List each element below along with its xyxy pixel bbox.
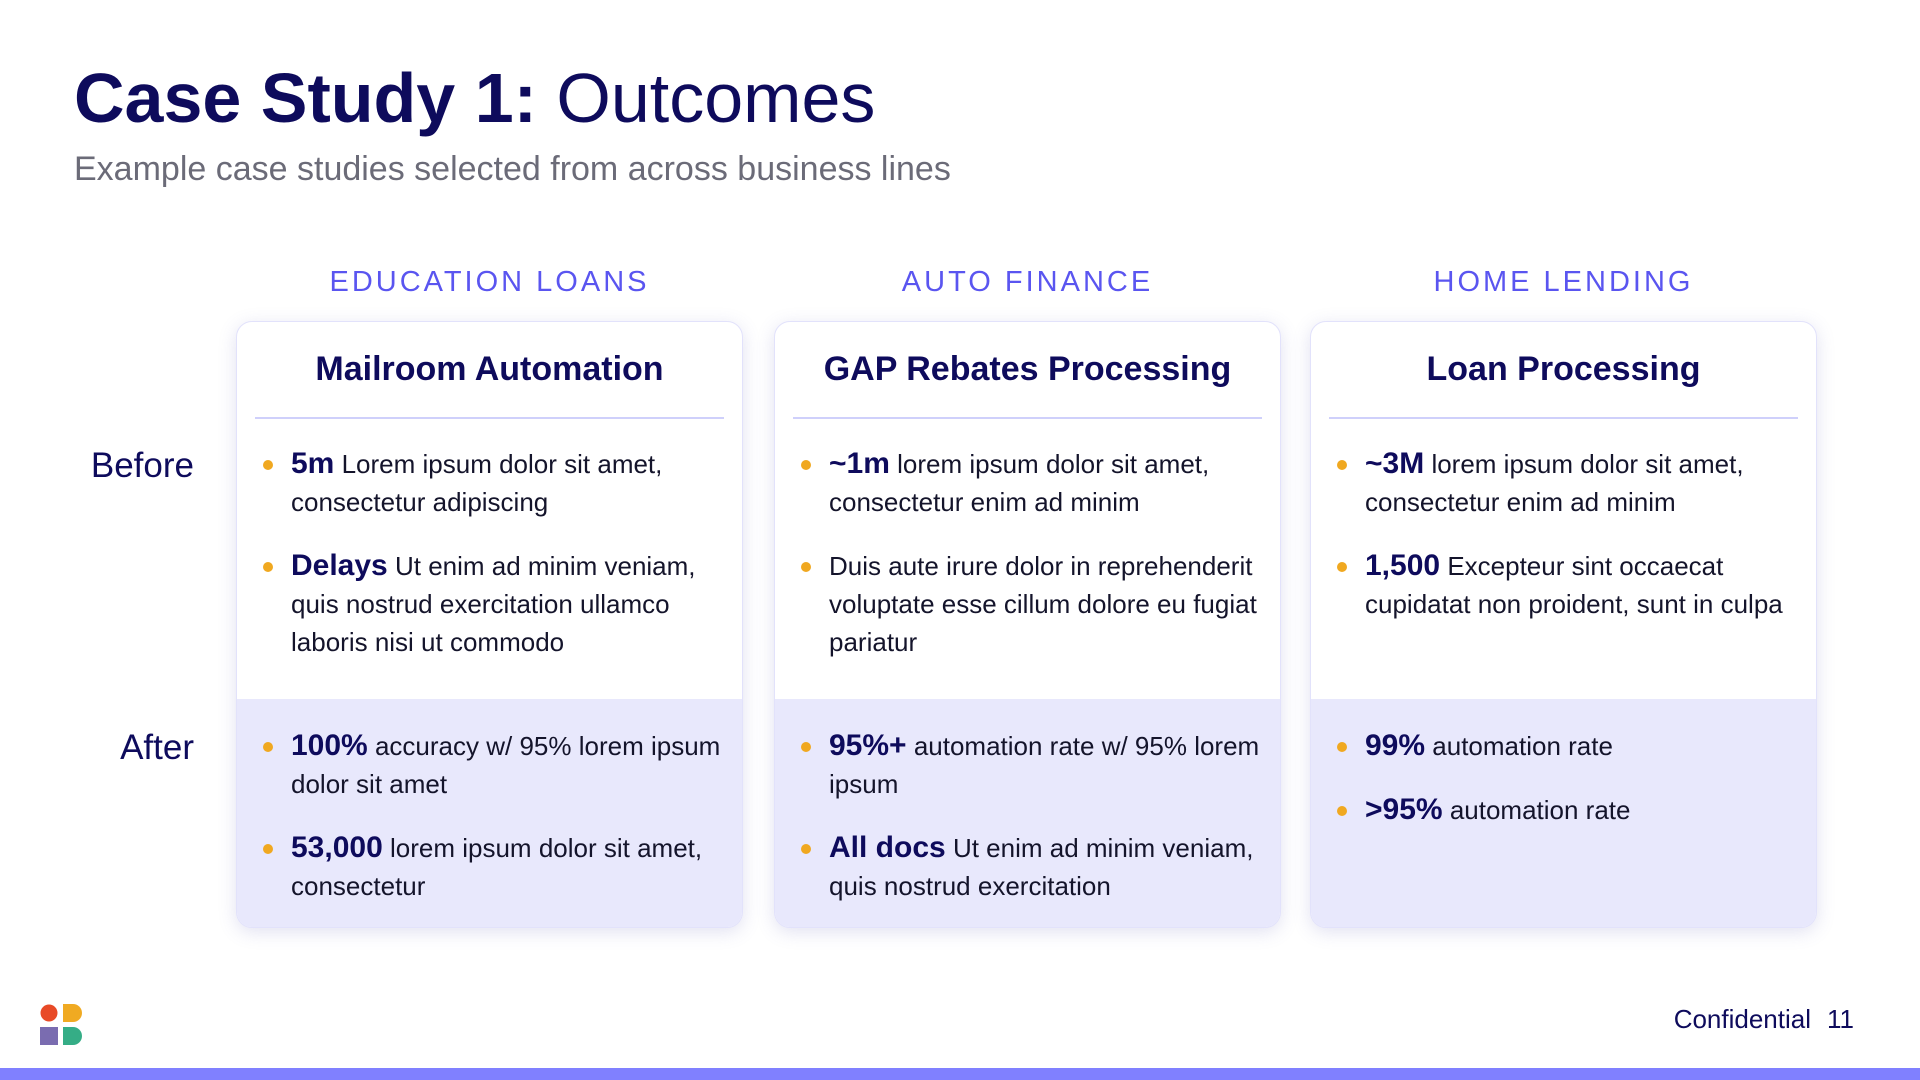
- bullet-icon: [263, 562, 273, 572]
- bullet-item: 100% accuracy w/ 95% lorem ipsum dolor s…: [263, 727, 722, 803]
- bullet-text: automation rate: [1432, 731, 1613, 761]
- card-title: GAP Rebates Processing: [793, 322, 1262, 419]
- metric: All docs: [829, 831, 946, 864]
- before-section: ~3M lorem ipsum dolor sit amet, consecte…: [1311, 419, 1816, 699]
- bullet-icon: [1337, 460, 1347, 470]
- bullet-icon: [801, 742, 811, 752]
- category-header: AUTO FINANCE: [901, 266, 1154, 298]
- bullet-icon: [801, 460, 811, 470]
- metric: ~1m: [829, 447, 890, 480]
- after-section: 95%+ automation rate w/ 95% lorem ipsum A…: [775, 699, 1280, 927]
- bullet-item: 1,500 Excepteur sint occaecat cupidatat …: [1337, 547, 1796, 623]
- metric: ~3M: [1365, 447, 1425, 480]
- case-card: GAP Rebates Processing ~1m lorem ipsum do…: [774, 321, 1281, 928]
- before-section: ~1m lorem ipsum dolor sit amet, consecte…: [775, 419, 1280, 699]
- bullet-text: lorem ipsum dolor sit amet, consectetur …: [1365, 449, 1744, 517]
- bullet-icon: [801, 562, 811, 572]
- before-section: 5m Lorem ipsum dolor sit amet, consectet…: [237, 419, 742, 699]
- bullet-item: 99% automation rate: [1337, 727, 1796, 765]
- bullet-icon: [1337, 806, 1347, 816]
- bullet-text: Lorem ipsum dolor sit amet, consectetur …: [291, 449, 663, 517]
- bullet-item: 5m Lorem ipsum dolor sit amet, consectet…: [263, 445, 722, 521]
- footer: Confidential 11: [1658, 1004, 1854, 1035]
- bullet-text: lorem ipsum dolor sit amet, consectetur: [291, 833, 703, 901]
- bullet-item: All docs Ut enim ad minim veniam, quis n…: [801, 829, 1260, 905]
- company-logo: [40, 1004, 82, 1045]
- confidential-label: Confidential: [1673, 1004, 1811, 1034]
- metric: 5m: [291, 447, 335, 480]
- bullet-item: >95% automation rate: [1337, 791, 1796, 829]
- bullet-icon: [263, 460, 273, 470]
- case-card: Mailroom Automation 5m Lorem ipsum dolor …: [236, 321, 743, 928]
- page-subtitle: Example case studies selected from acros…: [74, 150, 951, 188]
- after-section: 100% accuracy w/ 95% lorem ipsum dolor s…: [237, 699, 742, 927]
- category-header: EDUCATION LOANS: [329, 266, 650, 298]
- bullet-text: Excepteur sint occaecat cupidatat non pr…: [1365, 551, 1783, 619]
- metric: 100%: [291, 729, 368, 762]
- row-label-before: Before: [90, 446, 194, 485]
- metric: 95%+: [829, 729, 907, 762]
- bullet-text: Ut enim ad minim veniam, quis nostrud ex…: [829, 833, 1254, 901]
- bullet-text: Duis aute irure dolor in reprehenderit v…: [829, 551, 1257, 657]
- bottom-accent-bar: [0, 1068, 1920, 1080]
- metric: 99%: [1365, 729, 1426, 762]
- card-title: Mailroom Automation: [255, 322, 724, 419]
- page-title: Case Study 1: Outcomes: [74, 58, 875, 138]
- bullet-text: automation rate: [1449, 795, 1631, 825]
- bullet-item: ~1m lorem ipsum dolor sit amet, consecte…: [801, 445, 1260, 521]
- card-title: Loan Processing: [1329, 322, 1798, 419]
- bullet-icon: [263, 742, 273, 752]
- bullet-text: Ut enim ad minim veniam, quis nostrud ex…: [291, 551, 696, 657]
- row-label-after: After: [120, 728, 194, 767]
- bullet-icon: [1337, 562, 1347, 572]
- bullet-text: accuracy w/ 95% lorem ipsum dolor sit am…: [291, 731, 721, 799]
- bullet-item: 95%+ automation rate w/ 95% lorem ipsum: [801, 727, 1260, 803]
- title-regular: Outcomes: [556, 59, 876, 137]
- case-card: Loan Processing ~3M lorem ipsum dolor sit…: [1310, 321, 1817, 928]
- title-bold: Case Study 1:: [74, 59, 537, 137]
- metric: Delays: [291, 549, 388, 582]
- bullet-icon: [263, 844, 273, 854]
- bullet-text: lorem ipsum dolor sit amet, consectetur …: [829, 449, 1210, 517]
- bullet-item: 53,000 lorem ipsum dolor sit amet, conse…: [263, 829, 722, 905]
- bullet-item: Delays Ut enim ad minim veniam, quis nos…: [263, 547, 722, 661]
- after-section: 99% automation rate >95% automation rate: [1311, 699, 1816, 927]
- metric: >95%: [1365, 793, 1443, 826]
- bullet-item: Duis aute irure dolor in reprehenderit v…: [801, 547, 1260, 661]
- bullet-text: automation rate w/ 95% lorem ipsum: [829, 731, 1260, 799]
- bullet-item: ~3M lorem ipsum dolor sit amet, consecte…: [1337, 445, 1796, 521]
- bullet-icon: [1337, 742, 1347, 752]
- metric: 53,000: [291, 831, 383, 864]
- page-number: 11: [1827, 1004, 1854, 1034]
- category-header: HOME LENDING: [1433, 266, 1694, 298]
- bullet-icon: [801, 844, 811, 854]
- metric: 1,500: [1365, 549, 1441, 582]
